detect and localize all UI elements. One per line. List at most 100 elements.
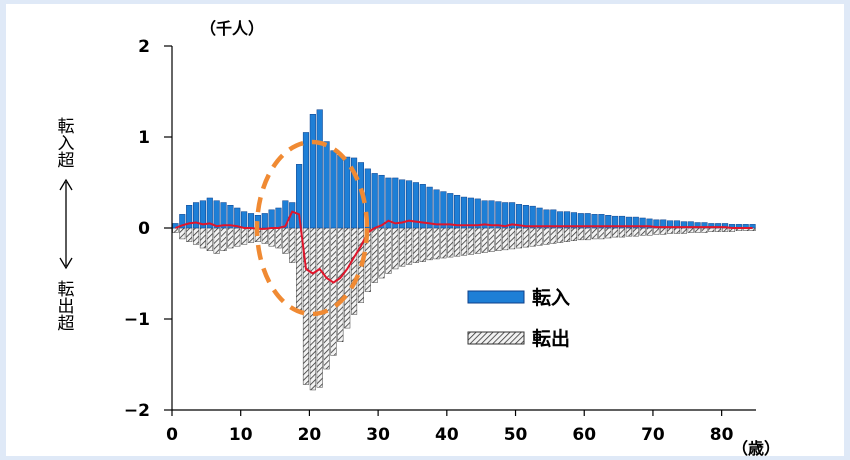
outflow-bar — [392, 227, 399, 270]
outflow-bar — [667, 227, 674, 234]
inflow-bar — [351, 157, 358, 229]
x-tick-label: 0 — [166, 425, 178, 445]
outflow-bar — [351, 227, 358, 315]
legend-label-out: 転出 — [532, 327, 570, 350]
outflow-bar — [522, 227, 529, 248]
y-tick-label: 2 — [138, 37, 150, 57]
outflow-bar — [241, 227, 248, 245]
outflow-bar — [625, 227, 632, 237]
inflow-bar — [268, 209, 275, 229]
x-tick-label: 20 — [298, 425, 322, 445]
outflow-bar — [570, 227, 577, 241]
inflow-bar — [605, 215, 612, 229]
outflow-bar — [722, 227, 729, 232]
inflow-bar — [639, 217, 646, 229]
outflow-bar — [577, 227, 584, 241]
inflow-bar — [419, 184, 426, 229]
outflow-bar — [405, 227, 413, 265]
x-tick-label: 50 — [504, 425, 528, 445]
inflow-bar — [192, 202, 200, 229]
y-tick-label: 1 — [138, 128, 150, 148]
outflow-bar — [632, 227, 639, 237]
outflow-bar — [447, 227, 454, 258]
inflow-bar — [570, 212, 577, 229]
outflow-bar — [378, 227, 385, 279]
outflow-bar — [454, 227, 461, 257]
inflow-bars — [172, 109, 756, 229]
inflow-bar — [598, 214, 605, 229]
outflow-bar — [337, 227, 344, 342]
outflow-bar — [488, 227, 495, 252]
double-arrow-icon — [59, 178, 73, 270]
x-axis-ticks: 0 10 20 30 40 50 60 70 80 — [166, 410, 734, 445]
x-tick-label: 30 — [366, 425, 390, 445]
outflow-bar — [550, 227, 557, 244]
outflow-bar — [646, 227, 653, 236]
inflow-bar — [591, 214, 598, 229]
inflow-bar — [584, 213, 591, 229]
outflow-bar — [660, 227, 667, 235]
outflow-bar — [234, 227, 241, 247]
outflow-bar — [206, 227, 213, 251]
inflow-bar — [323, 141, 330, 229]
outflow-bar — [385, 227, 392, 274]
inflow-bar — [536, 207, 543, 229]
outflow-bar — [543, 227, 550, 245]
inflow-bar — [302, 132, 310, 229]
outflow-bar — [612, 227, 619, 238]
legend-item-out: 転出 — [467, 327, 570, 350]
inflow-bar — [199, 200, 206, 229]
net-migration-line — [175, 210, 753, 284]
outflow-bar — [323, 227, 330, 370]
side-label-top-char: 入 — [58, 134, 75, 154]
outflow-bar — [282, 227, 289, 254]
inflow-bar — [399, 179, 406, 229]
inflow-bar — [405, 180, 413, 229]
outflow-bar — [213, 227, 220, 254]
outflow-bar — [344, 227, 351, 329]
outflow-bar — [515, 227, 523, 249]
inflow-bar — [625, 216, 632, 229]
outflow-bar — [172, 227, 179, 233]
inflow-bar — [502, 202, 509, 229]
outflow-bar — [275, 227, 282, 249]
outflow-bar — [460, 227, 468, 256]
x-tick-label: 70 — [641, 425, 665, 445]
inflow-bar — [632, 216, 639, 229]
outflow-bar — [419, 227, 426, 262]
outflow-bar — [673, 227, 681, 234]
legend: 転入 転出 — [467, 287, 570, 350]
outflow-bar — [687, 227, 694, 233]
inflow-bar — [206, 197, 213, 229]
x-tick-label: 40 — [435, 425, 459, 445]
inflow-bar — [612, 215, 619, 229]
outflow-bar — [467, 227, 474, 255]
side-label-top-char: 転 — [58, 117, 75, 137]
inflow-bar — [557, 211, 564, 229]
inflow-bar — [344, 156, 351, 229]
outflow-bar — [495, 227, 502, 251]
inflow-bar — [447, 193, 454, 229]
outflow-bar — [502, 227, 509, 251]
inflow-bar — [227, 205, 234, 229]
side-label-top-char: 超 — [58, 151, 75, 171]
outflow-bar — [536, 227, 543, 246]
inflow-bar — [296, 164, 303, 229]
inflow-bar — [460, 196, 468, 229]
outflow-bar — [220, 227, 227, 251]
inflow-bar — [234, 207, 241, 229]
inflow-bar — [392, 177, 399, 229]
outflow-bar — [412, 227, 419, 263]
inflow-bar — [495, 201, 502, 229]
inflow-bar — [309, 114, 316, 229]
outflow-bar — [474, 227, 481, 254]
inflow-bar — [247, 213, 255, 229]
inflow-bar — [433, 189, 440, 229]
inflow-bar — [426, 186, 433, 229]
y-tick-label: −2 — [124, 401, 150, 421]
inflow-bar — [467, 197, 474, 229]
outflow-bar — [701, 227, 708, 233]
inflow-bar — [488, 200, 495, 229]
inflow-bar — [543, 209, 550, 229]
outflow-bar — [591, 227, 598, 240]
